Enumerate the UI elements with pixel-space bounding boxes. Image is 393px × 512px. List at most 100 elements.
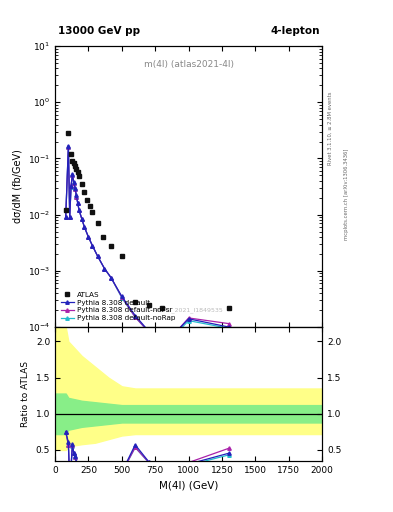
ATLAS: [146, 302, 151, 308]
Pythia 8.308 default-noFsr: [63, 214, 68, 220]
ATLAS: [160, 305, 164, 311]
Pythia 8.308 default-noFsr: [67, 214, 72, 220]
Pythia 8.308 default: [79, 216, 84, 222]
Pythia 8.308 default: [160, 344, 164, 350]
Pythia 8.308 default-noRap: [119, 295, 124, 301]
Text: 4-lepton: 4-lepton: [270, 26, 320, 36]
Pythia 8.308 default-noRap: [70, 173, 75, 179]
Pythia 8.308 default: [109, 275, 114, 281]
Pythia 8.308 default-noRap: [160, 345, 164, 351]
Pythia 8.308 default-noRap: [69, 184, 73, 190]
Pythia 8.308 default: [226, 324, 231, 330]
Pythia 8.308 default-noRap: [90, 243, 95, 249]
Pythia 8.308 default-noRap: [66, 144, 71, 150]
Pythia 8.308 default-noRap: [75, 200, 80, 206]
Y-axis label: dσ/dM (fb/GeV): dσ/dM (fb/GeV): [12, 150, 22, 223]
Pythia 8.308 default: [70, 172, 75, 178]
Pythia 8.308 default-noFsr: [69, 182, 73, 188]
Text: 13000 GeV pp: 13000 GeV pp: [58, 26, 140, 36]
Pythia 8.308 default-noRap: [146, 329, 151, 335]
Pythia 8.308 default: [186, 316, 191, 322]
Pythia 8.308 default-noFsr: [90, 243, 95, 249]
ATLAS: [82, 189, 87, 196]
ATLAS: [73, 163, 77, 169]
Pythia 8.308 default: [95, 253, 100, 260]
Line: Pythia 8.308 default-noFsr: Pythia 8.308 default-noFsr: [64, 145, 230, 349]
Pythia 8.308 default-noRap: [133, 314, 138, 320]
Pythia 8.308 default: [75, 200, 80, 206]
Pythia 8.308 default-noFsr: [72, 180, 76, 186]
Text: mcplots.cern.ch [arXiv:1306.3436]: mcplots.cern.ch [arXiv:1306.3436]: [344, 149, 349, 240]
Pythia 8.308 default: [82, 224, 87, 230]
Pythia 8.308 default-noFsr: [74, 194, 79, 200]
Pythia 8.308 default: [102, 265, 107, 271]
Pythia 8.308 default: [69, 183, 73, 189]
Pythia 8.308 default-noFsr: [133, 314, 138, 320]
Pythia 8.308 default-noFsr: [77, 207, 81, 214]
Pythia 8.308 default-noRap: [73, 185, 77, 191]
ATLAS: [109, 243, 114, 249]
Pythia 8.308 default-noRap: [95, 253, 100, 260]
Pythia 8.308 default-noFsr: [109, 275, 114, 281]
Pythia 8.308 default: [63, 214, 68, 220]
Pythia 8.308 default: [77, 207, 81, 214]
Pythia 8.308 default-noFsr: [186, 315, 191, 321]
ATLAS: [69, 151, 73, 157]
Legend: ATLAS, Pythia 8.308 default, Pythia 8.308 default-noFsr, Pythia 8.308 default-no: ATLAS, Pythia 8.308 default, Pythia 8.30…: [59, 289, 177, 324]
Pythia 8.308 default-noFsr: [82, 224, 87, 230]
Pythia 8.308 default-noFsr: [79, 216, 84, 222]
Pythia 8.308 default-noRap: [86, 234, 91, 240]
Y-axis label: Ratio to ATLAS: Ratio to ATLAS: [21, 361, 30, 427]
Pythia 8.308 default-noFsr: [119, 294, 124, 300]
Line: Pythia 8.308 default-noRap: Pythia 8.308 default-noRap: [64, 145, 230, 350]
Pythia 8.308 default-noFsr: [146, 329, 151, 335]
ATLAS: [79, 181, 84, 187]
Pythia 8.308 default-noRap: [226, 325, 231, 331]
ATLAS: [74, 166, 79, 172]
ATLAS: [63, 207, 68, 214]
Pythia 8.308 default: [72, 179, 76, 185]
Line: Pythia 8.308 default: Pythia 8.308 default: [64, 144, 230, 348]
Pythia 8.308 default: [66, 142, 71, 148]
ATLAS: [226, 305, 231, 311]
Pythia 8.308 default: [74, 193, 79, 199]
Pythia 8.308 default-noRap: [79, 216, 84, 222]
Text: ATLAS_2021_I1849535: ATLAS_2021_I1849535: [153, 307, 224, 313]
ATLAS: [101, 234, 105, 240]
Pythia 8.308 default: [119, 293, 124, 300]
ATLAS: [85, 197, 90, 203]
Pythia 8.308 default-noRap: [74, 194, 79, 200]
Pythia 8.308 default: [67, 214, 72, 220]
Pythia 8.308 default-noFsr: [160, 345, 164, 351]
Pythia 8.308 default-noFsr: [75, 200, 80, 206]
Pythia 8.308 default-noRap: [77, 207, 81, 214]
Pythia 8.308 default-noRap: [67, 214, 72, 220]
ATLAS: [75, 168, 80, 175]
Pythia 8.308 default: [146, 328, 151, 334]
Text: m(4l) (atlas2021-4l): m(4l) (atlas2021-4l): [143, 60, 234, 69]
Pythia 8.308 default-noRap: [109, 275, 114, 281]
ATLAS: [95, 220, 100, 226]
ATLAS: [70, 158, 75, 164]
Pythia 8.308 default-noRap: [186, 317, 191, 324]
X-axis label: M(4l) (GeV): M(4l) (GeV): [159, 480, 219, 490]
Pythia 8.308 default-noFsr: [95, 253, 100, 260]
Pythia 8.308 default: [73, 185, 77, 191]
Pythia 8.308 default-noFsr: [86, 234, 91, 240]
Pythia 8.308 default-noRap: [72, 180, 76, 186]
Line: ATLAS: ATLAS: [63, 131, 231, 310]
Pythia 8.308 default-noRap: [102, 265, 107, 271]
Pythia 8.308 default-noRap: [82, 224, 87, 230]
Pythia 8.308 default-noFsr: [102, 265, 107, 271]
Pythia 8.308 default-noFsr: [66, 144, 71, 150]
Pythia 8.308 default: [86, 234, 91, 240]
ATLAS: [90, 209, 95, 216]
Pythia 8.308 default-noFsr: [73, 185, 77, 191]
ATLAS: [77, 173, 81, 179]
Pythia 8.308 default-noFsr: [226, 321, 231, 327]
Text: Rivet 3.1.10, ≥ 2.8M events: Rivet 3.1.10, ≥ 2.8M events: [328, 91, 333, 165]
Pythia 8.308 default-noRap: [63, 214, 68, 220]
Pythia 8.308 default: [90, 243, 95, 249]
ATLAS: [119, 253, 124, 260]
ATLAS: [72, 160, 76, 166]
